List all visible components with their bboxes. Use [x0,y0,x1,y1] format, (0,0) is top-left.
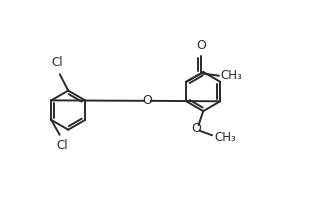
Text: Cl: Cl [56,139,68,152]
Text: O: O [191,122,201,135]
Text: CH₃: CH₃ [214,131,236,144]
Text: CH₃: CH₃ [221,69,243,82]
Text: O: O [142,94,152,107]
Text: O: O [196,39,206,52]
Text: Cl: Cl [52,56,63,69]
